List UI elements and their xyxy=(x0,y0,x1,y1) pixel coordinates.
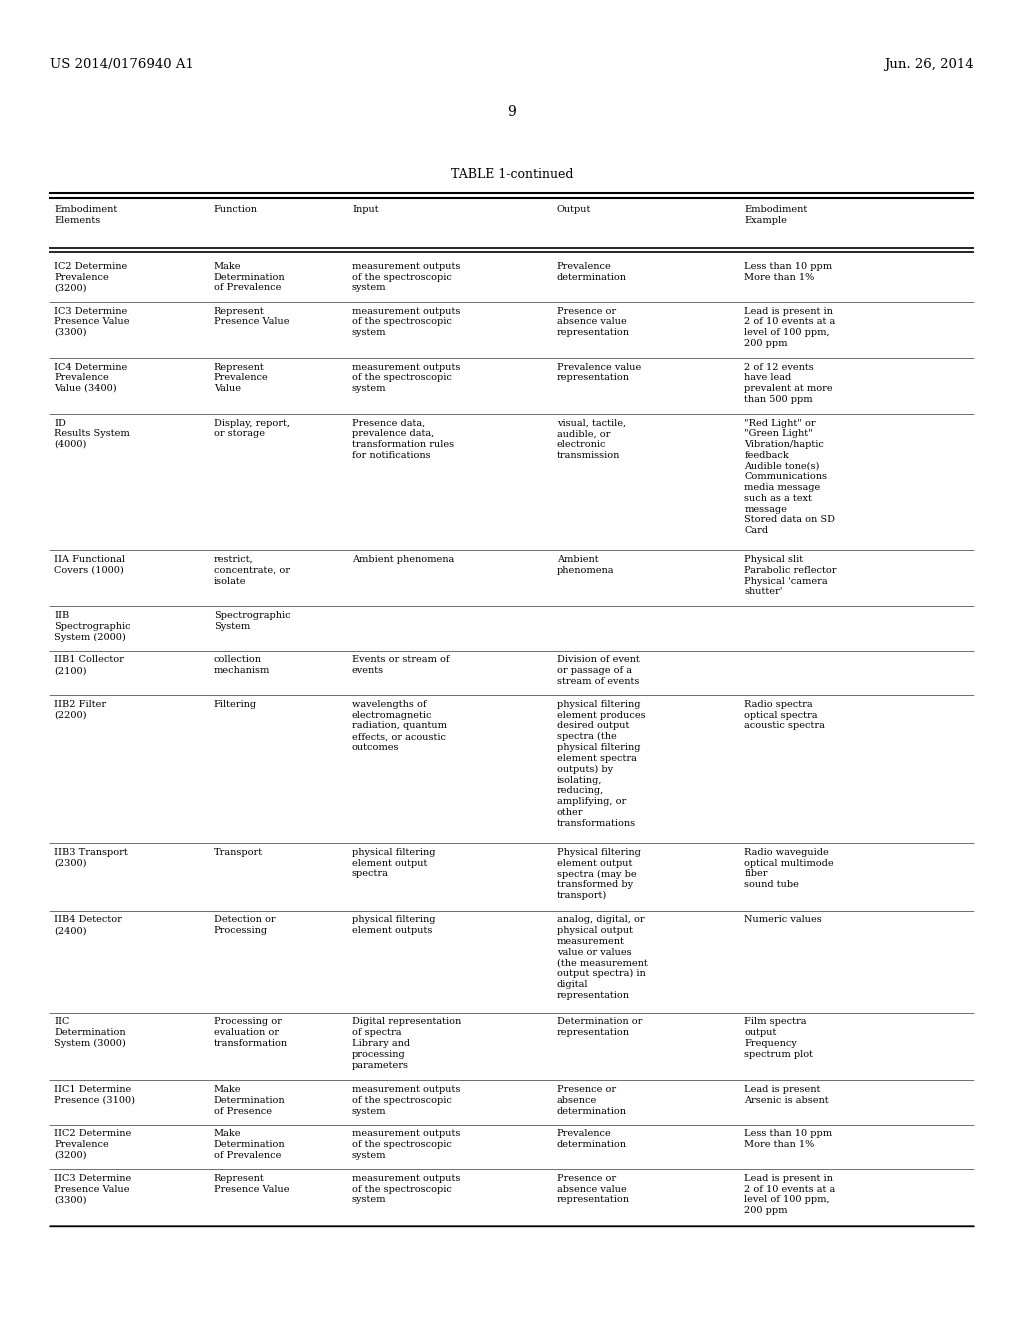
Text: Function: Function xyxy=(214,205,258,214)
Text: US 2014/0176940 A1: US 2014/0176940 A1 xyxy=(50,58,194,71)
Text: Prevalence
determination: Prevalence determination xyxy=(557,1130,627,1150)
Text: IC2 Determine
Prevalence
(3200): IC2 Determine Prevalence (3200) xyxy=(54,261,127,293)
Text: IIA Functional
Covers (1000): IIA Functional Covers (1000) xyxy=(54,554,125,574)
Text: Represent
Presence Value: Represent Presence Value xyxy=(214,1173,289,1193)
Text: Represent
Prevalence
Value: Represent Prevalence Value xyxy=(214,363,268,393)
Text: IIC2 Determine
Prevalence
(3200): IIC2 Determine Prevalence (3200) xyxy=(54,1130,131,1160)
Text: Less than 10 ppm
More than 1%: Less than 10 ppm More than 1% xyxy=(744,1130,833,1150)
Text: Numeric values: Numeric values xyxy=(744,916,822,924)
Text: Represent
Presence Value: Represent Presence Value xyxy=(214,306,289,326)
Text: Processing or
evaluation or
transformation: Processing or evaluation or transformati… xyxy=(214,1018,288,1048)
Text: Division of event
or passage of a
stream of events: Division of event or passage of a stream… xyxy=(557,656,640,686)
Text: physical filtering
element outputs: physical filtering element outputs xyxy=(352,916,435,936)
Text: Ambient phenomena: Ambient phenomena xyxy=(352,554,455,564)
Text: Lead is present
Arsenic is absent: Lead is present Arsenic is absent xyxy=(744,1085,828,1105)
Text: Embodiment
Elements: Embodiment Elements xyxy=(54,205,118,224)
Text: Film spectra
output
Frequency
spectrum plot: Film spectra output Frequency spectrum p… xyxy=(744,1018,813,1059)
Text: Events or stream of
events: Events or stream of events xyxy=(352,656,450,676)
Text: Presence data,
prevalence data,
transformation rules
for notifications: Presence data, prevalence data, transfor… xyxy=(352,418,454,459)
Text: Make
Determination
of Prevalence: Make Determination of Prevalence xyxy=(214,261,286,293)
Text: IIC1 Determine
Presence (3100): IIC1 Determine Presence (3100) xyxy=(54,1085,135,1105)
Text: Display, report,
or storage: Display, report, or storage xyxy=(214,418,290,438)
Text: Radio waveguide
optical multimode
fiber
sound tube: Radio waveguide optical multimode fiber … xyxy=(744,847,834,890)
Text: measurement outputs
of the spectroscopic
system: measurement outputs of the spectroscopic… xyxy=(352,1085,461,1115)
Text: measurement outputs
of the spectroscopic
system: measurement outputs of the spectroscopic… xyxy=(352,363,461,393)
Text: restrict,
concentrate, or
isolate: restrict, concentrate, or isolate xyxy=(214,554,290,586)
Text: TABLE 1-continued: TABLE 1-continued xyxy=(451,168,573,181)
Text: Jun. 26, 2014: Jun. 26, 2014 xyxy=(885,58,974,71)
Text: Prevalence
determination: Prevalence determination xyxy=(557,261,627,281)
Text: 2 of 12 events
have lead
prevalent at more
than 500 ppm: 2 of 12 events have lead prevalent at mo… xyxy=(744,363,833,404)
Text: Physical filtering
element output
spectra (may be
transformed by
transport): Physical filtering element output spectr… xyxy=(557,847,641,900)
Text: measurement outputs
of the spectroscopic
system: measurement outputs of the spectroscopic… xyxy=(352,1130,461,1160)
Text: Physical slit
Parabolic reflector
Physical 'camera
shutter': Physical slit Parabolic reflector Physic… xyxy=(744,554,837,597)
Text: IIC3 Determine
Presence Value
(3300): IIC3 Determine Presence Value (3300) xyxy=(54,1173,131,1204)
Text: Presence or
absence
determination: Presence or absence determination xyxy=(557,1085,627,1115)
Text: measurement outputs
of the spectroscopic
system: measurement outputs of the spectroscopic… xyxy=(352,306,461,337)
Text: measurement outputs
of the spectroscopic
system: measurement outputs of the spectroscopic… xyxy=(352,261,461,293)
Text: Detection or
Processing: Detection or Processing xyxy=(214,916,275,936)
Text: IC3 Determine
Presence Value
(3300): IC3 Determine Presence Value (3300) xyxy=(54,306,129,337)
Text: Prevalence value
representation: Prevalence value representation xyxy=(557,363,641,383)
Text: ID
Results System
(4000): ID Results System (4000) xyxy=(54,418,130,449)
Text: Output: Output xyxy=(557,205,591,214)
Text: Digital representation
of spectra
Library and
processing
parameters: Digital representation of spectra Librar… xyxy=(352,1018,461,1069)
Text: Spectrographic
System: Spectrographic System xyxy=(214,611,291,631)
Text: Transport: Transport xyxy=(214,847,263,857)
Text: IIB
Spectrographic
System (2000): IIB Spectrographic System (2000) xyxy=(54,611,131,642)
Text: Make
Determination
of Prevalence: Make Determination of Prevalence xyxy=(214,1130,286,1160)
Text: IC4 Determine
Prevalence
Value (3400): IC4 Determine Prevalence Value (3400) xyxy=(54,363,127,393)
Text: Lead is present in
2 of 10 events at a
level of 100 ppm,
200 ppm: Lead is present in 2 of 10 events at a l… xyxy=(744,1173,836,1216)
Text: collection
mechanism: collection mechanism xyxy=(214,656,270,676)
Text: Presence or
absence value
representation: Presence or absence value representation xyxy=(557,1173,630,1204)
Text: "Red Light" or
"Green Light"
Vibration/haptic
feedback
Audible tone(s)
Communica: "Red Light" or "Green Light" Vibration/h… xyxy=(744,418,836,535)
Text: Lead is present in
2 of 10 events at a
level of 100 ppm,
200 ppm: Lead is present in 2 of 10 events at a l… xyxy=(744,306,836,347)
Text: Presence or
absence value
representation: Presence or absence value representation xyxy=(557,306,630,337)
Text: analog, digital, or
physical output
measurement
value or values
(the measurement: analog, digital, or physical output meas… xyxy=(557,916,647,1001)
Text: physical filtering
element produces
desired output
spectra (the
physical filteri: physical filtering element produces desi… xyxy=(557,700,645,828)
Text: Make
Determination
of Presence: Make Determination of Presence xyxy=(214,1085,286,1115)
Text: Ambient
phenomena: Ambient phenomena xyxy=(557,554,614,574)
Text: IIB1 Collector
(2100): IIB1 Collector (2100) xyxy=(54,656,124,676)
Text: IIB4 Detector
(2400): IIB4 Detector (2400) xyxy=(54,916,122,936)
Text: Less than 10 ppm
More than 1%: Less than 10 ppm More than 1% xyxy=(744,261,833,281)
Text: IIB3 Transport
(2300): IIB3 Transport (2300) xyxy=(54,847,128,867)
Text: measurement outputs
of the spectroscopic
system: measurement outputs of the spectroscopic… xyxy=(352,1173,461,1204)
Text: visual, tactile,
audible, or
electronic
transmission: visual, tactile, audible, or electronic … xyxy=(557,418,626,459)
Text: Embodiment
Example: Embodiment Example xyxy=(744,205,808,224)
Text: wavelengths of
electromagnetic
radiation, quantum
effects, or acoustic
outcomes: wavelengths of electromagnetic radiation… xyxy=(352,700,447,752)
Text: Filtering: Filtering xyxy=(214,700,257,709)
Text: Input: Input xyxy=(352,205,379,214)
Text: IIC
Determination
System (3000): IIC Determination System (3000) xyxy=(54,1018,126,1048)
Text: IIB2 Filter
(2200): IIB2 Filter (2200) xyxy=(54,700,106,719)
Text: physical filtering
element output
spectra: physical filtering element output spectr… xyxy=(352,847,435,879)
Text: Determination or
representation: Determination or representation xyxy=(557,1018,642,1038)
Text: Radio spectra
optical spectra
acoustic spectra: Radio spectra optical spectra acoustic s… xyxy=(744,700,825,730)
Text: 9: 9 xyxy=(508,106,516,119)
